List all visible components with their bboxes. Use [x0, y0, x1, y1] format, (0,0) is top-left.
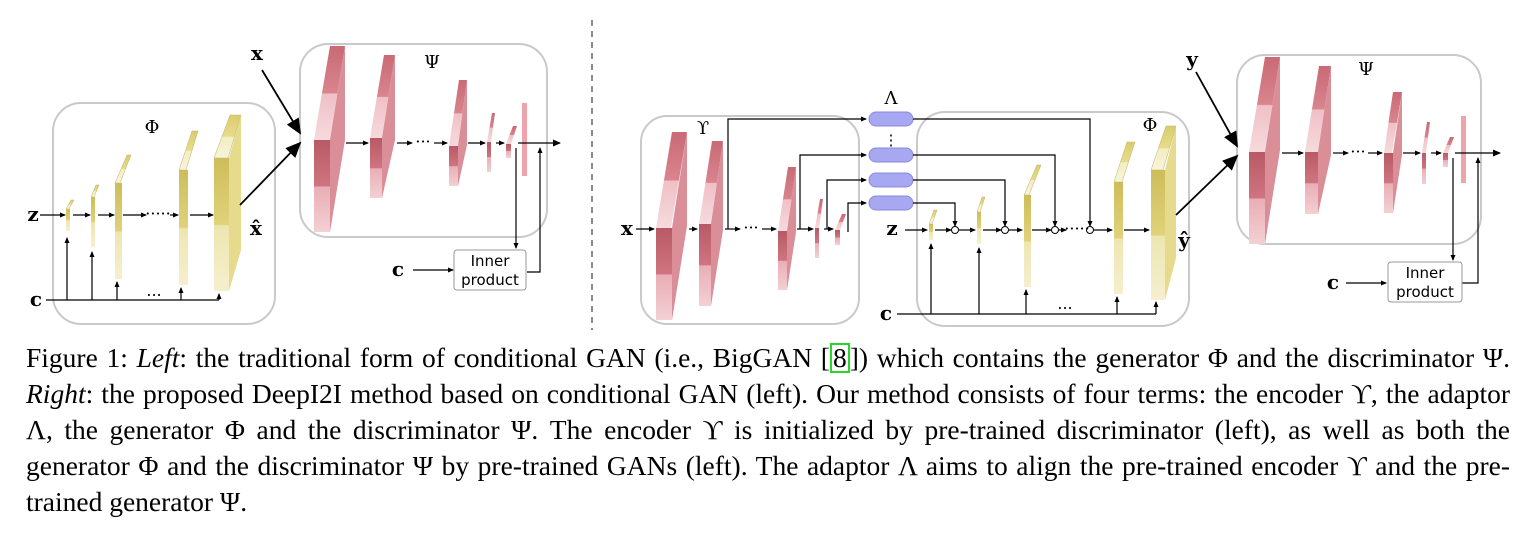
caption-part1: : the traditional form of conditional GA… [179, 342, 830, 373]
z-label-right: z [886, 216, 897, 240]
inner-product-box-left [453, 249, 527, 291]
ellipsis-generator-bottom-left: ... [146, 281, 161, 300]
discriminator-flow-left [346, 139, 561, 273]
discriminator-box-right [1236, 54, 1482, 245]
adaptor-symbol: Λ [884, 88, 899, 109]
generator-box-left [52, 102, 276, 325]
left-panel: Inner product Φ Ψ x x̂ z c c ····· ... ·… [27, 41, 561, 325]
discriminator-box-left [299, 43, 548, 238]
ellipsis-discriminator-right: ··· [1350, 142, 1365, 161]
ellipsis-generator-right: ····· [1064, 219, 1089, 238]
xhat-label-left: x̂ [250, 216, 263, 240]
generator-blocks-left [65, 114, 242, 291]
x-label-left: x [251, 41, 264, 65]
c-label-bottom-right: c [880, 301, 892, 325]
c-label-bottom-left: c [30, 287, 42, 311]
generator-blocks-right [928, 125, 1177, 300]
caption-figure-label: Figure 1: [26, 342, 137, 373]
discriminator-blocks-left [314, 46, 527, 232]
inner-product-box-right [1387, 261, 1463, 303]
x-to-disc-arrow-left [261, 69, 302, 135]
caption-right-word: Right [26, 378, 86, 409]
generator-box-right [916, 111, 1190, 327]
inner-product-line1-right: Inner [1406, 264, 1446, 282]
xhat-to-disc-arrow-left [239, 141, 302, 206]
yhat-label: ŷ [1177, 228, 1191, 252]
z-label-left: z [27, 202, 38, 226]
c-label-inner-right: c [1327, 270, 1339, 294]
discriminator-symbol-left: Ψ [424, 52, 440, 73]
discriminator-flow-right [1282, 149, 1501, 286]
discriminator-symbol-right: Ψ [1358, 59, 1374, 80]
generator-flow-left [40, 212, 222, 301]
figure-caption: Figure 1: Left: the traditional form of … [26, 340, 1510, 520]
caption-left-word: Left [136, 342, 180, 373]
discriminator-blocks-right [1249, 57, 1466, 244]
generator-symbol-left: Φ [145, 117, 160, 138]
encoder-symbol: ϒ [697, 118, 709, 139]
inner-product-line1-left: Inner [471, 252, 511, 270]
y-label: y [1185, 47, 1199, 71]
inner-product-line2-right: product [1396, 283, 1454, 301]
ellipsis-generator-left: ····· [145, 204, 170, 223]
caption-part3: : the proposed DeepI2I method based on c… [26, 378, 1510, 517]
inner-product-line2-left: product [461, 271, 519, 289]
ellipsis-discriminator-left: ··· [415, 132, 430, 151]
generator-flow-right [897, 226, 1159, 315]
figure-diagram: Inner product Φ Ψ x x̂ z c c ····· ... ·… [27, 20, 1501, 330]
encoder-box [640, 115, 860, 325]
skip-connections [727, 116, 1093, 232]
adaptor-pills [868, 111, 914, 211]
x-label-right: x [621, 216, 634, 240]
adaptor-dots: ⋮ [884, 131, 899, 149]
yhat-to-disc-arrow [1175, 154, 1239, 216]
y-to-disc-arrow [1195, 71, 1238, 148]
citation-link[interactable]: 8 [829, 343, 850, 373]
caption-part2: ]) which contains the generator Φ and th… [849, 342, 1510, 373]
ellipsis-generator-bottom-right: ... [1057, 294, 1072, 313]
encoder-blocks [656, 132, 846, 320]
right-panel: Inner product ϒ Λ ⋮ Φ Ψ x y ŷ z c c ··· … [621, 47, 1501, 327]
generator-symbol-right: Φ [1143, 115, 1158, 136]
ellipsis-encoder: ··· [743, 218, 758, 237]
c-label-inner-left: c [392, 257, 404, 281]
